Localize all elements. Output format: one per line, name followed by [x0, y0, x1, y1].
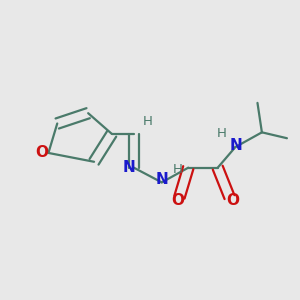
- Text: O: O: [35, 146, 48, 160]
- Text: N: N: [122, 160, 135, 175]
- Text: O: O: [226, 193, 239, 208]
- Text: N: N: [230, 138, 242, 153]
- Text: N: N: [155, 172, 168, 187]
- Text: H: H: [143, 115, 153, 128]
- Text: O: O: [172, 193, 184, 208]
- Text: H: H: [216, 127, 226, 140]
- Text: H: H: [173, 163, 183, 176]
